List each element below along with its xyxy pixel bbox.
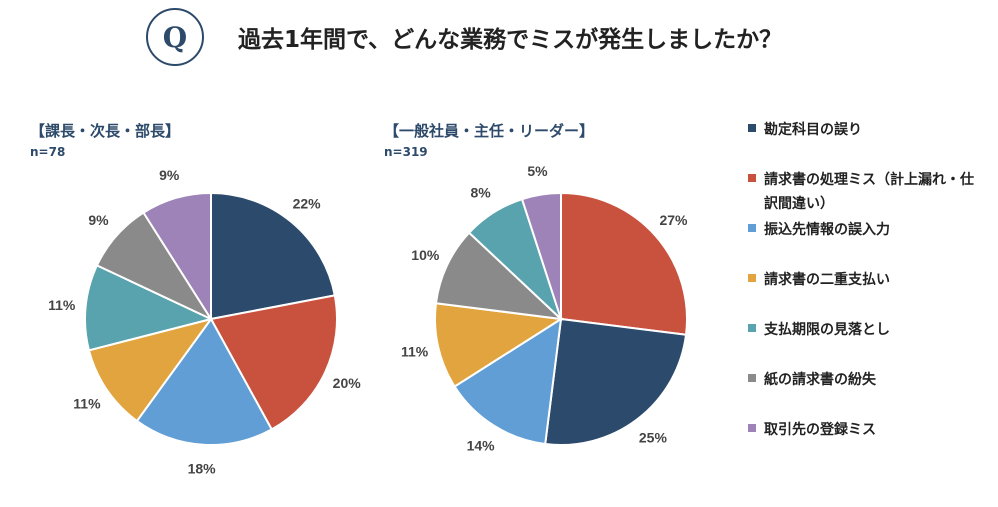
chart-2-title: 【一般社員・主任・リーダー】 (384, 122, 595, 140)
legend-swatch (748, 224, 756, 232)
pie-slice-label: 9% (159, 167, 180, 183)
pie-slice-label: 25% (639, 430, 668, 446)
legend-label: 支払期限の見落とし (764, 322, 890, 338)
pie-slice (544, 317, 688, 446)
legend-label: 振込先情報の誤入力 (764, 222, 890, 238)
legend-item: 勘定科目の誤り (748, 118, 974, 142)
legend-swatch (748, 324, 756, 332)
legend-item: 取引先の登録ミス (748, 418, 974, 442)
chart-1-title: 【課長・次長・部長】 (30, 122, 181, 140)
legend-swatch (748, 274, 756, 282)
question-title: 過去1年間で、どんな業務でミスが発生しましたか？ (238, 27, 783, 53)
legend-label: 紙の請求書の紛失 (764, 372, 876, 388)
chart-2-sample-size: n=319 (384, 145, 428, 159)
pie-slice (84, 264, 214, 352)
legend-item: 請求書の二重支払い (748, 268, 974, 292)
pie-slice (87, 317, 214, 423)
pie-slice-label: 9% (88, 212, 109, 228)
pie-slice-label: 18% (188, 461, 217, 477)
pie-slice-label: 20% (333, 375, 362, 391)
pie-slice-label: 10% (411, 247, 440, 263)
pie-slice (520, 191, 562, 320)
legend-item: 振込先情報の誤入力 (748, 218, 974, 242)
pie-slice (142, 191, 212, 323)
legend-swatch (748, 174, 756, 182)
pie-slice-label: 27% (659, 212, 688, 228)
legend-label: 取引先の登録ミス (764, 422, 876, 438)
pie-slice-label: 11% (401, 344, 429, 360)
legend-swatch (748, 374, 756, 382)
pie-slice (434, 302, 564, 388)
pie-slice-label: 11% (48, 297, 76, 313)
pie-slice-label: 5% (527, 163, 548, 179)
legend-item: 支払期限の見落とし (748, 318, 974, 342)
pie-slice (135, 317, 274, 446)
legend-item: 紙の請求書の紛失 (748, 368, 974, 392)
legend-item: 請求書の処理ミス（計上漏れ・仕訳間違い） (748, 168, 974, 216)
pie-slice (560, 191, 688, 336)
legend-label: 請求書の処理ミス（計上漏れ・仕訳間違い） (764, 172, 974, 212)
pie-slice-label: 8% (470, 184, 491, 200)
chart-1-sample-size: n=78 (30, 145, 66, 159)
legend-swatch (748, 424, 756, 432)
pie-slice-label: 11% (73, 395, 101, 411)
pie-slice (210, 191, 336, 321)
legend-label: 勘定科目の誤り (764, 122, 862, 138)
legend-label: 請求書の二重支払い (764, 272, 890, 288)
pie-slice (434, 231, 564, 321)
question-badge: Q (146, 8, 204, 66)
pie-slice-label: 22% (293, 195, 322, 211)
legend-swatch (748, 124, 756, 132)
pie-slice (209, 294, 338, 431)
pie-slice-label: 14% (467, 438, 496, 454)
question-badge-letter: Q (162, 20, 188, 54)
pie-slice (453, 317, 563, 446)
